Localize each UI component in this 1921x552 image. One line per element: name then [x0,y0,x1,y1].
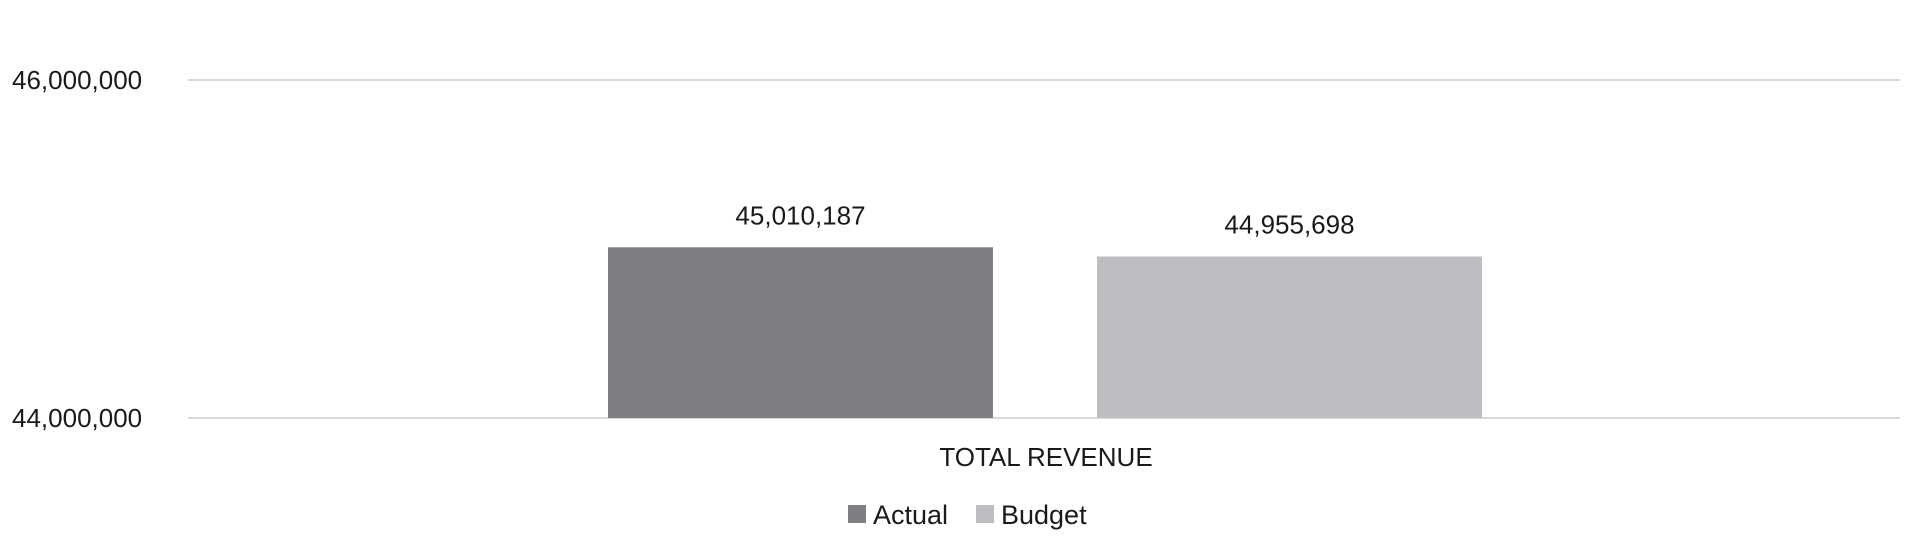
legend-label-budget: Budget [1001,500,1087,530]
category-labels: TOTAL REVENUE [939,442,1152,472]
x-category-label: TOTAL REVENUE [939,442,1152,472]
legend-label-actual: Actual [873,500,948,530]
legend-swatch-budget [976,505,994,523]
data-labels: 45,010,187 44,955,698 [735,200,1354,239]
y-tick-label: 44,000,000 [12,403,142,433]
bar-budget [1097,256,1482,418]
bars [608,247,1482,418]
bar-actual [608,247,993,418]
gridlines [188,79,1900,419]
y-axis-tick-labels: 44,000,000 46,000,000 [12,65,142,433]
data-label-budget: 44,955,698 [1224,209,1354,239]
y-tick-label: 46,000,000 [12,65,142,95]
legend-swatch-actual [848,505,866,523]
legend: Actual Budget [848,500,1087,530]
data-label-actual: 45,010,187 [735,200,865,230]
